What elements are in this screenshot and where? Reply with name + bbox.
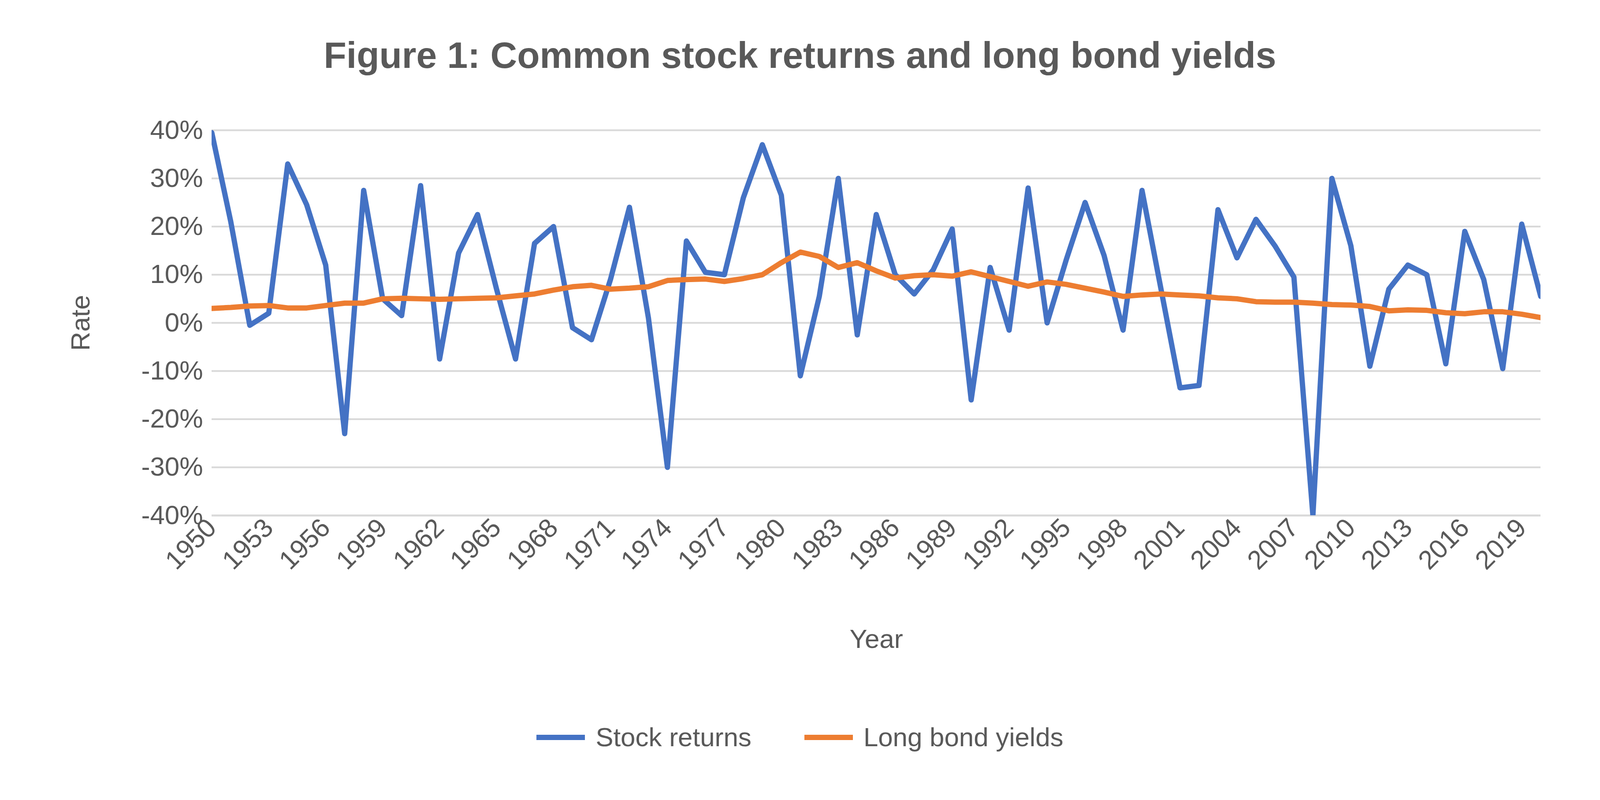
- svg-text:1962: 1962: [386, 512, 450, 576]
- svg-text:2013: 2013: [1355, 512, 1418, 576]
- svg-text:2001: 2001: [1127, 512, 1191, 576]
- svg-text:-30%: -30%: [141, 451, 203, 482]
- svg-text:2004: 2004: [1184, 512, 1247, 576]
- svg-text:1980: 1980: [729, 512, 792, 576]
- html-text:Long bond yields: Long bond yields: [863, 722, 1064, 752]
- svg-text:1950: 1950: [159, 512, 223, 576]
- svg-text:30%: 30%: [149, 163, 203, 193]
- svg-text:1992: 1992: [956, 512, 1020, 576]
- svg-text:1956: 1956: [273, 512, 336, 576]
- svg-text:2007: 2007: [1241, 512, 1305, 576]
- svg-text:10%: 10%: [149, 259, 203, 289]
- svg-text:2016: 2016: [1412, 512, 1475, 576]
- svg-text:1953: 1953: [216, 512, 280, 576]
- svg-text:1974: 1974: [614, 512, 678, 576]
- svg-text:1998: 1998: [1070, 512, 1134, 576]
- svg-text:Rate: Rate: [65, 294, 96, 351]
- svg-text:0%: 0%: [164, 307, 204, 338]
- svg-text:1986: 1986: [842, 512, 906, 576]
- svg-text:1977: 1977: [671, 512, 735, 576]
- svg-text:2010: 2010: [1298, 512, 1362, 576]
- svg-text:1971: 1971: [558, 512, 621, 576]
- svg-text:-20%: -20%: [141, 403, 203, 434]
- svg-text:2019: 2019: [1469, 512, 1532, 576]
- svg-text:20%: 20%: [149, 211, 203, 241]
- svg-text:40%: 40%: [149, 115, 203, 145]
- svg-text:-40%: -40%: [141, 500, 203, 530]
- svg-text:1968: 1968: [501, 512, 564, 576]
- svg-text:1965: 1965: [444, 512, 507, 576]
- svg-text:Year: Year: [849, 624, 903, 654]
- svg-text:1995: 1995: [1013, 512, 1077, 576]
- svg-text:-10%: -10%: [141, 355, 203, 386]
- html-text:Figure 1: Common stock returns: Figure 1: Common stock returns and long …: [323, 34, 1277, 76]
- svg-text:1989: 1989: [899, 512, 963, 576]
- svg-text:1959: 1959: [330, 512, 393, 576]
- svg-text:1983: 1983: [785, 512, 849, 576]
- html-text:Stock returns: Stock returns: [595, 722, 752, 752]
